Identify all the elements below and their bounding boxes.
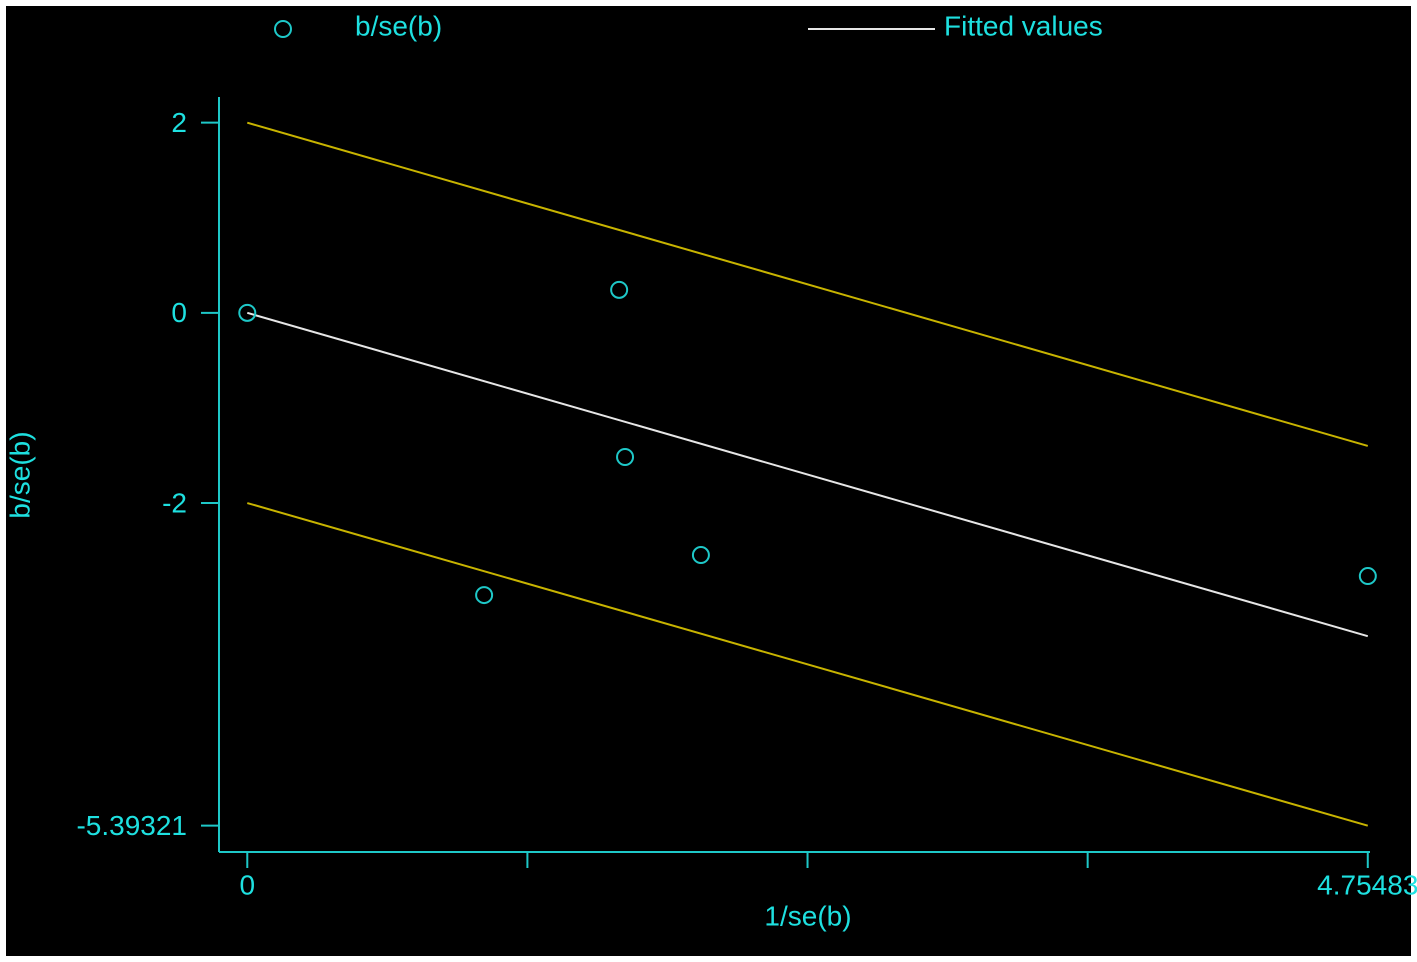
legend-symbol bbox=[274, 20, 292, 38]
point bbox=[610, 280, 629, 299]
y-tick-label: 0 bbox=[171, 297, 187, 328]
y-tick-label: -5.39321 bbox=[76, 810, 187, 841]
x-tick-label: 4.75483 bbox=[1317, 869, 1417, 900]
y-tick-label: -2 bbox=[162, 487, 187, 518]
legend-label: b/se(b) bbox=[355, 10, 442, 41]
line-series bbox=[247, 311, 1369, 638]
point bbox=[475, 586, 494, 605]
line-series bbox=[247, 502, 1369, 827]
x-tick-label: 0 bbox=[239, 869, 255, 900]
plot-background bbox=[6, 6, 1411, 956]
point bbox=[616, 448, 635, 467]
legend-label: Fitted values bbox=[944, 10, 1103, 41]
line-series bbox=[247, 121, 1369, 447]
x-axis-title: 1/se(b) bbox=[764, 900, 851, 931]
y-axis-title: b/se(b) bbox=[4, 431, 35, 518]
y-tick-label: 2 bbox=[171, 107, 187, 138]
point bbox=[691, 546, 710, 565]
point bbox=[238, 303, 257, 322]
point bbox=[1358, 567, 1377, 586]
